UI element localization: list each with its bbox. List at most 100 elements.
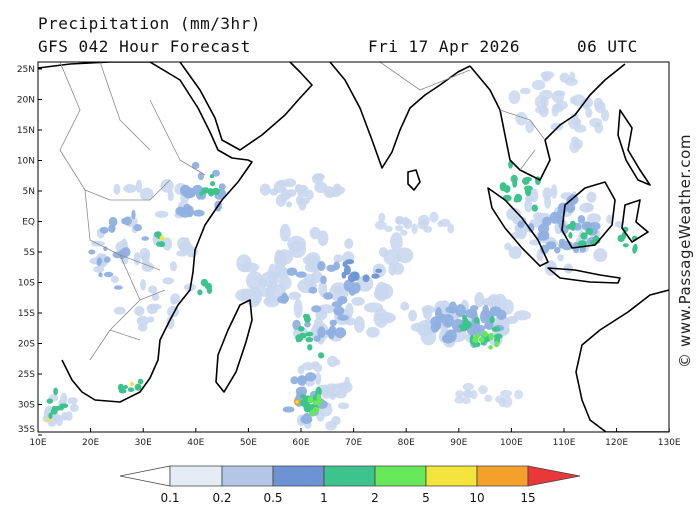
precip-cell <box>430 321 440 333</box>
precip-cell <box>98 272 103 278</box>
precip-cell <box>110 275 119 283</box>
lon-tick-label: 60E <box>292 438 309 448</box>
precip-cell <box>390 232 403 252</box>
legend-label: 0.2 <box>212 491 231 505</box>
borneo-coast <box>561 181 616 249</box>
precip-cell <box>569 71 576 83</box>
precip-cell <box>326 264 337 272</box>
precip-cell <box>508 246 522 260</box>
precip-cell <box>568 232 573 239</box>
precip-cell <box>600 109 610 122</box>
precip-cell <box>516 224 527 240</box>
precip-cell <box>337 314 349 321</box>
precip-cell <box>462 314 467 322</box>
precip-cell <box>494 340 499 348</box>
precip-cell <box>47 416 57 427</box>
precip-cell <box>295 271 307 278</box>
lat-tick-label: 15N <box>17 126 35 136</box>
precip-cell <box>513 310 532 321</box>
precip-cell <box>113 183 121 195</box>
java-coast <box>547 267 621 284</box>
precip-cell <box>158 241 166 248</box>
precip-cell <box>325 329 333 336</box>
precip-cell <box>586 213 602 224</box>
precip-cell <box>566 223 575 230</box>
lat-tick-label: 15S <box>18 309 35 319</box>
precip-cell <box>488 345 493 350</box>
lon-tick-label: 110E <box>553 438 576 448</box>
precip-cell <box>162 277 174 285</box>
precip-cell <box>127 387 135 393</box>
precip-cell <box>314 372 322 386</box>
precip-cell <box>585 227 594 235</box>
precip-cell <box>524 186 532 197</box>
precip-cell <box>148 285 158 294</box>
precip-cell <box>455 390 465 398</box>
precip-cell <box>555 100 568 110</box>
legend-label: 10 <box>469 491 484 505</box>
precip-cell <box>362 274 370 283</box>
precip-cell <box>313 335 321 343</box>
precip-cell <box>182 187 195 199</box>
precip-cell <box>302 412 312 424</box>
lat-tick-label: 25S <box>18 370 35 380</box>
precip-cell <box>354 316 365 333</box>
precip-cell <box>191 161 200 170</box>
precip-cell <box>337 402 350 410</box>
precip-cell <box>209 174 215 179</box>
lon-tick-label: 10E <box>29 438 46 448</box>
precip-cell <box>614 221 624 228</box>
precip-cell <box>586 191 597 203</box>
precip-cell <box>134 383 142 391</box>
precip-cell <box>296 195 303 206</box>
precip-cell <box>140 279 146 291</box>
philippines-coast <box>617 109 651 186</box>
legend-swatch <box>323 465 376 487</box>
precip-cell <box>478 385 488 395</box>
precip-cell <box>307 396 314 404</box>
precip-cell <box>474 333 480 339</box>
lat-tick-label: EQ <box>22 218 35 228</box>
precip-cell <box>317 261 326 271</box>
precip-cell <box>154 210 169 218</box>
lon-tick-label: 30E <box>135 438 152 448</box>
lon-tick-label: 80E <box>398 438 415 448</box>
precip-cell <box>305 331 314 337</box>
precip-cell <box>134 306 145 316</box>
precip-cell <box>212 169 220 177</box>
precip-cell <box>285 201 293 208</box>
precip-peak <box>295 400 299 404</box>
lon-tick-label: 100E <box>500 438 523 448</box>
precip-cell <box>301 362 315 371</box>
precip-cell <box>421 305 435 314</box>
precip-cell <box>489 306 502 317</box>
precip-cell <box>305 189 314 200</box>
precip-cell <box>447 223 455 234</box>
precip-cell <box>305 337 314 343</box>
precip-cell <box>530 188 539 203</box>
precip-cell <box>123 184 137 193</box>
precip-cell <box>137 378 144 385</box>
precip-cell <box>277 295 289 304</box>
precip-cell <box>589 117 603 128</box>
precip-cell <box>469 334 475 345</box>
legend-swatch <box>221 465 274 487</box>
precip-cell <box>53 387 58 396</box>
legend-label: 5 <box>422 491 430 505</box>
arabia-coast <box>179 62 313 151</box>
precip-cell <box>320 275 327 284</box>
forecast-label: GFS 042 Hour Forecast <box>38 37 251 56</box>
precip-cell <box>139 187 154 201</box>
precip-cell <box>211 187 220 195</box>
madagascar-coast <box>215 299 253 393</box>
precip-cell <box>579 202 594 213</box>
precip-cell <box>293 298 303 319</box>
precip-cell <box>515 112 528 126</box>
lon-tick-label: 120E <box>605 438 628 448</box>
precip-cell <box>197 289 203 296</box>
precip-cell <box>235 288 254 302</box>
legend-swatch <box>527 465 581 487</box>
precip-cell <box>333 254 344 263</box>
legend-swatch <box>476 465 529 487</box>
